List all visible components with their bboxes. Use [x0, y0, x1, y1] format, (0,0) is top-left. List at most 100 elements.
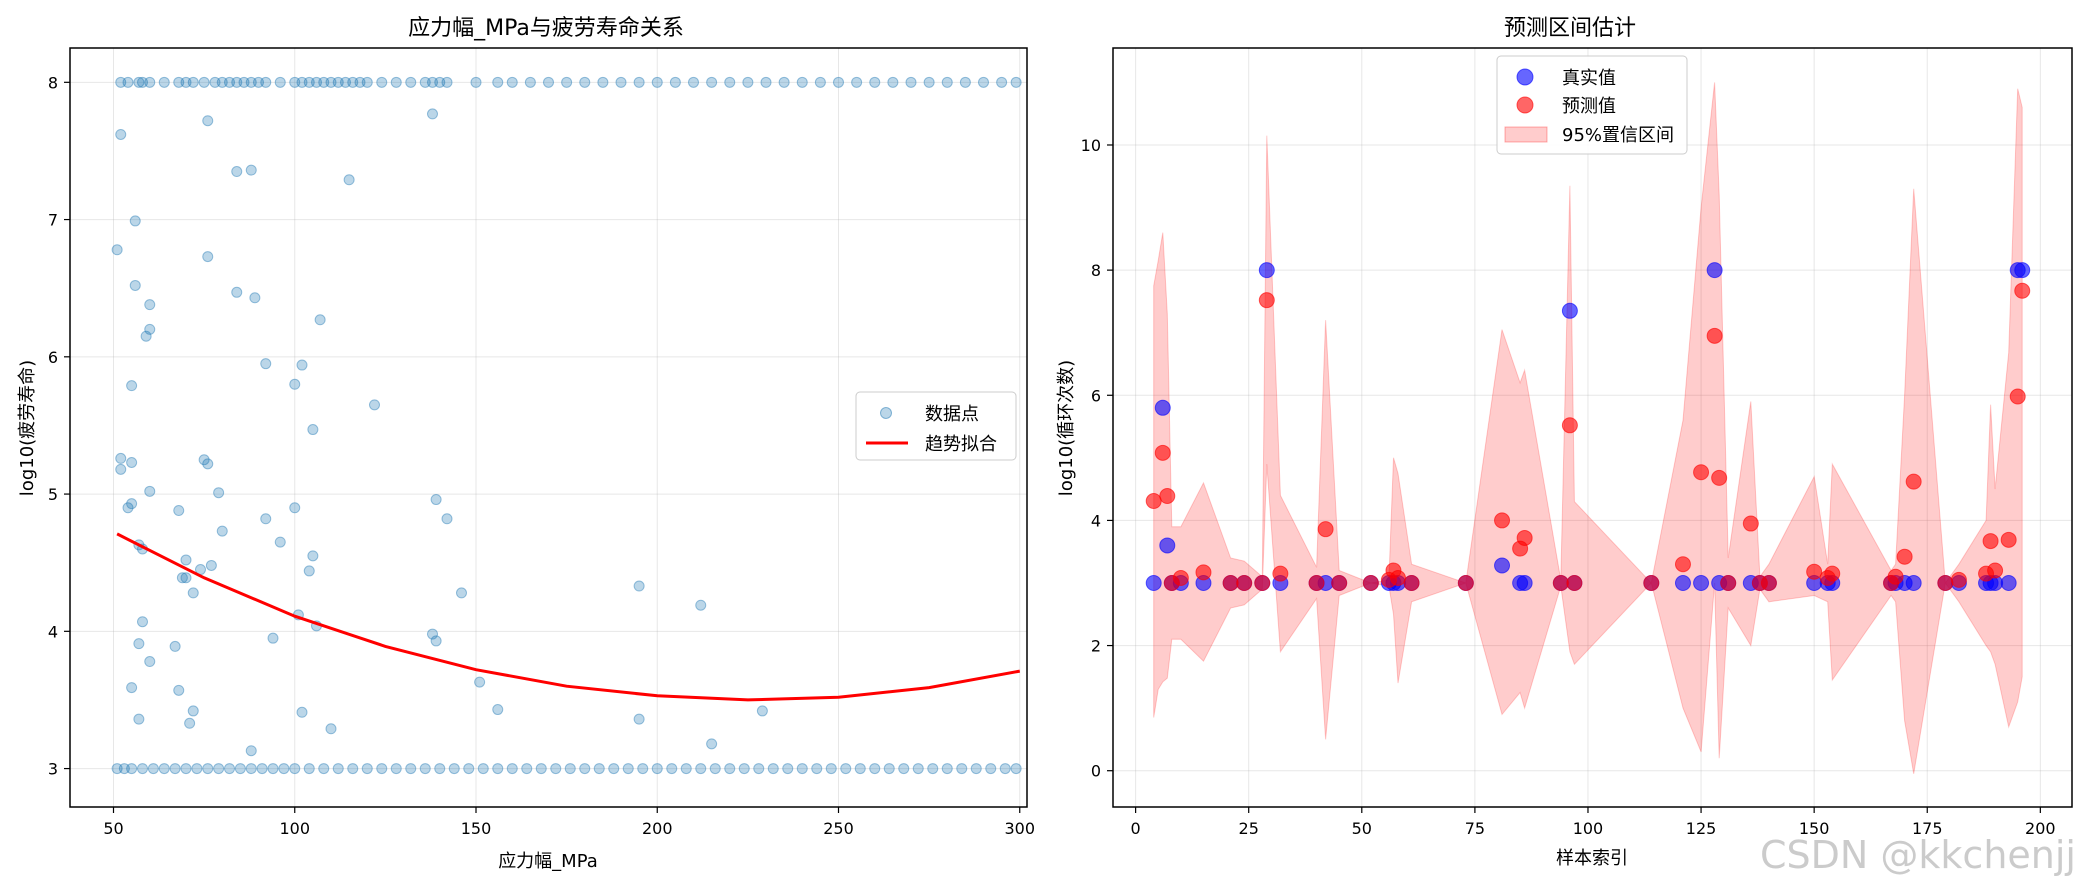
chart-right-pred-point — [1693, 464, 1710, 481]
chart-right-y-label: log10(循环次数) — [1056, 360, 1077, 496]
chart-left-data-point — [122, 76, 134, 88]
chart-left-data-point — [405, 76, 417, 88]
chart-right-pred-point — [1982, 533, 1999, 550]
chart-right-pred-point — [1887, 568, 1904, 585]
chart-left-data-point — [133, 638, 145, 650]
chart-right-pred-point — [1552, 574, 1569, 591]
chart-right-pred-point — [1720, 574, 1737, 591]
chart-left-data-point — [369, 399, 380, 411]
chart-left-data-point — [941, 76, 953, 88]
chart-right-pred-point — [1806, 563, 1823, 580]
chart-right-y-tick-label: 2 — [1091, 637, 1101, 656]
chart-left-data-point — [303, 565, 315, 577]
chart-left-data-point — [825, 763, 837, 775]
chart-left-data-point — [706, 738, 718, 750]
chart-left-x-ticks: 50 100 150 200 250 300 — [103, 807, 1035, 838]
chart-right-y-tick-label: 6 — [1091, 386, 1101, 405]
chart-left-data-point — [176, 572, 188, 584]
chart-left-data-point — [782, 763, 794, 775]
chart-left-data-point — [216, 76, 228, 88]
chart-left-data-point — [144, 656, 156, 668]
chart-left-data-point — [314, 314, 326, 326]
chart-right-y-tick-label: 0 — [1091, 762, 1101, 781]
chart-right-pred-point — [2000, 531, 2017, 548]
chart-right-true-point — [1258, 262, 1275, 279]
chart-left-data-point — [231, 76, 243, 88]
chart-right-pred-points — [1145, 282, 2031, 591]
chart-left-data-point — [318, 76, 330, 88]
chart-left-data-point — [180, 554, 192, 566]
chart-left-data-point — [456, 587, 467, 599]
chart-left-data-point — [278, 763, 290, 775]
chart-right-y-tick-label: 4 — [1091, 511, 1101, 530]
chart-left-data-point — [956, 763, 968, 775]
chart-left-data-point — [115, 128, 127, 140]
chart-right-pred-point — [1145, 493, 1162, 510]
chart-left-data-point — [126, 498, 138, 510]
chart-left-y-tick-label: 5 — [48, 485, 58, 504]
chart-left-data-point — [289, 763, 301, 775]
chart-right-true-point — [1905, 574, 1922, 591]
chart-left-legend-marker-points — [880, 407, 892, 419]
chart-left-data-point — [390, 763, 402, 775]
chart-left-data-point — [651, 763, 663, 775]
chart-right-pred-point — [1742, 515, 1759, 532]
chart-left-data-point — [231, 286, 243, 298]
chart-left-data-point — [144, 323, 156, 335]
chart-left-data-point — [985, 763, 997, 775]
chart-left-data-point — [260, 513, 272, 525]
chart-left-data-point — [231, 166, 243, 178]
chart-right-pred-point — [1896, 548, 1913, 565]
chart-right-pred-point — [1566, 574, 1583, 591]
chart-left-y-label: log10(疲劳寿命) — [17, 360, 38, 496]
chart-left-data-point — [851, 76, 863, 88]
chart-left-data-point — [158, 763, 170, 775]
chart-left-data-point — [361, 763, 373, 775]
chart-right-axes-frame — [1112, 47, 2073, 808]
chart-left-data-point — [184, 717, 196, 729]
chart-left-data-point — [126, 380, 138, 392]
chart-left-data-point — [126, 682, 138, 694]
chart-left-data-point — [111, 763, 123, 775]
chart-left-legend-label-line: 趋势拟合 — [925, 434, 997, 455]
chart-left-x-tick-label: 100 — [279, 819, 310, 838]
chart-left-data-point — [303, 763, 315, 775]
chart-left-data-point — [158, 76, 170, 88]
chart-right-pred-point — [1987, 562, 2004, 579]
chart-left-data-point — [347, 763, 359, 775]
chart-left-data-point — [811, 763, 823, 775]
chart-left-data-point — [869, 763, 881, 775]
chart-right-pred-point — [1824, 565, 1841, 582]
chart-right-pred-point — [1706, 327, 1723, 344]
chart-left-data-point — [202, 763, 214, 775]
chart-left-data-point — [474, 676, 486, 688]
chart-left-grid — [70, 48, 1027, 807]
chart-left-data-point — [390, 76, 402, 88]
chart-left-data-point — [256, 763, 268, 775]
chart-left-y-tick-label: 3 — [48, 760, 58, 779]
chart-left-x-tick-label: 200 — [642, 819, 673, 838]
chart-left-data-point — [347, 76, 359, 88]
chart-right-grid — [1113, 48, 2072, 807]
chart-right-x-label: 样本索引 — [1556, 848, 1628, 869]
chart-left-data-point — [274, 536, 286, 548]
chart-right-x-tick-label: 50 — [1352, 819, 1372, 838]
chart-left-data-point — [923, 76, 935, 88]
chart-right: 预测区间估计 0 25 50 75 100 125 150 175 200 0 2 4 6 8 10 样本… — [1056, 16, 2073, 869]
chart-left-data-point — [144, 485, 156, 497]
chart-right-pred-point — [1494, 512, 1511, 529]
chart-left-data-point — [854, 763, 866, 775]
chart-left-data-point — [521, 763, 533, 775]
chart-left-data-point — [978, 76, 989, 88]
chart-left-legend-label-points: 数据点 — [925, 404, 979, 425]
chart-right-pred-point — [1760, 574, 1777, 591]
chart-left-data-point — [216, 525, 228, 537]
chart-left-data-point — [615, 76, 627, 88]
chart-left-data-point — [778, 76, 790, 88]
chart-left-data-point — [1010, 763, 1022, 775]
chart-right-pred-point — [1403, 574, 1420, 591]
chart-left-data-point — [633, 713, 645, 725]
chart-left-data-point — [289, 378, 301, 390]
chart-left-data-point — [198, 76, 210, 88]
